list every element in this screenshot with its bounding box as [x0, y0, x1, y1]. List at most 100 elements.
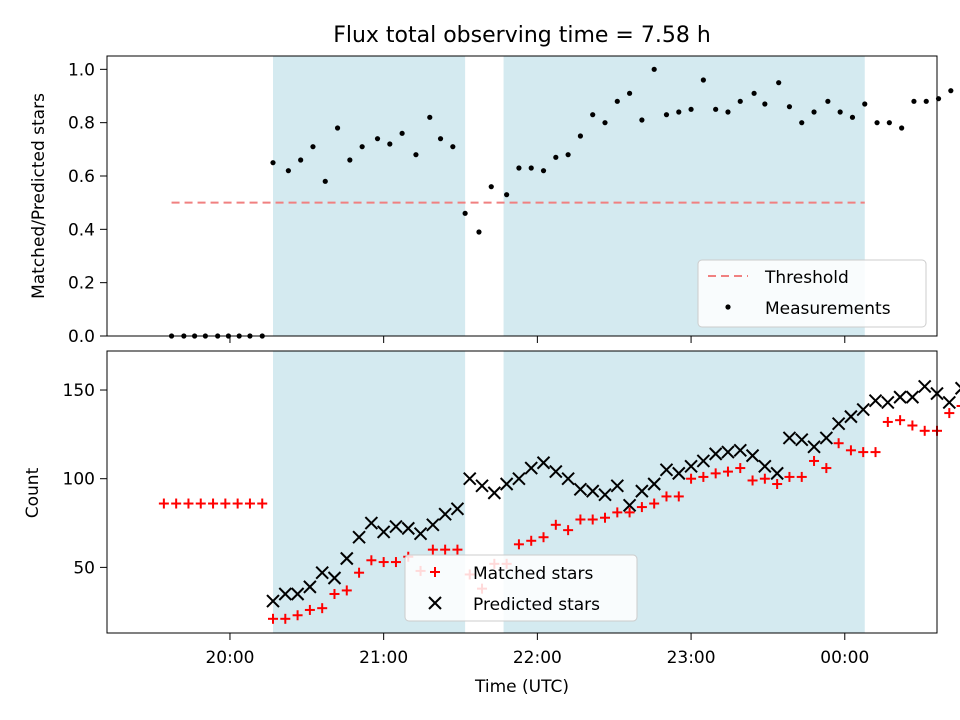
matched-star-point — [649, 498, 660, 509]
measurement-point — [700, 77, 706, 83]
measurement-point — [399, 130, 405, 136]
matched-star-point — [686, 473, 697, 484]
matched-star-point — [698, 471, 709, 482]
legend-measurements-label: Measurements — [765, 299, 891, 319]
top-legend: Threshold Measurements — [697, 259, 927, 328]
measurement-point — [347, 157, 353, 163]
matched-star-point — [600, 512, 610, 523]
predicted-star-point — [954, 381, 960, 395]
matched-star-point — [624, 507, 635, 518]
measurement-point — [602, 120, 608, 126]
predicted-star-point — [807, 440, 821, 454]
predicted-star-point — [598, 487, 612, 502]
matched-star-point — [956, 404, 960, 407]
legend-predicted-label: Predicted stars — [473, 595, 600, 615]
measurement-point — [462, 210, 468, 216]
measurement-point — [799, 120, 805, 126]
predicted-star-point — [561, 471, 575, 486]
matched-star-point — [784, 471, 795, 482]
measurement-point — [948, 88, 954, 94]
measurement-point — [639, 117, 645, 123]
predicted-star-point — [942, 395, 957, 410]
measurement-point — [516, 165, 522, 171]
predicted-star-point — [278, 587, 293, 601]
legend-threshold-label: Threshold — [764, 268, 849, 288]
measurement-point — [762, 101, 768, 107]
legend-matched-swatch — [430, 567, 440, 577]
bottom-y-axis: 50 100 150 — [63, 381, 107, 578]
predicted-star-point — [635, 484, 649, 498]
predicted-star-point — [315, 565, 329, 580]
predicted-star-point — [770, 466, 784, 481]
top-y-tick-label: 0.0 — [68, 327, 95, 347]
measurement-point — [504, 192, 510, 198]
predicted-star-point — [573, 482, 588, 497]
top-y-tick-label: 0.8 — [68, 114, 95, 134]
matched-star-point — [882, 416, 893, 427]
matched-star-point — [661, 491, 672, 502]
matched-star-point — [722, 466, 733, 477]
measurement-point — [359, 144, 365, 150]
predicted-star-point — [487, 486, 502, 500]
matched-star-point — [845, 445, 856, 456]
bottom-legend-box — [404, 554, 638, 622]
predicted-star-point — [536, 456, 551, 470]
predicted-star-point — [795, 432, 809, 447]
matched-star-point — [513, 539, 524, 550]
predicted-star-point — [622, 498, 637, 513]
matched-star-point — [257, 498, 268, 509]
matched-star-point — [575, 514, 586, 525]
measurement-point — [911, 98, 917, 104]
figure-title: Flux total observing time = 7.58 h — [333, 23, 711, 48]
matched-star-point — [158, 498, 169, 509]
matched-star-point — [587, 514, 598, 525]
matched-star-point — [907, 420, 918, 431]
bottom-x-tick-label: 20:00 — [205, 648, 254, 668]
matched-star-point — [772, 479, 783, 490]
predicted-star-point — [696, 454, 711, 468]
measurement-point — [862, 101, 868, 107]
predicted-star-point — [647, 477, 661, 491]
measurement-point — [413, 152, 419, 158]
legend-matched-label: Matched stars — [473, 564, 593, 584]
predicted-star-point — [758, 459, 772, 473]
measurement-point — [663, 112, 670, 118]
predicted-star-point — [684, 459, 698, 473]
measurement-point — [488, 184, 494, 190]
predicted-star-point — [389, 519, 403, 534]
predicted-star-point — [438, 507, 452, 521]
predicted-star-point — [905, 390, 920, 404]
matched-star-point — [833, 438, 844, 449]
predicted-star-point — [549, 464, 563, 479]
predicted-star-point — [672, 466, 686, 481]
predicted-star-point — [745, 448, 760, 463]
predicted-star-point — [893, 390, 907, 404]
measurement-point — [874, 120, 880, 126]
matched-star-point — [354, 567, 365, 578]
matched-star-point — [526, 535, 537, 546]
matched-star-point — [341, 585, 352, 596]
predicted-star-point — [819, 431, 834, 445]
predicted-star-point — [585, 484, 600, 498]
matched-star-point — [538, 532, 549, 543]
top-y-tick-label: 0.6 — [68, 167, 95, 187]
matched-star-point — [821, 463, 832, 474]
bottom-x-tick-label: 21:00 — [359, 648, 408, 668]
predicted-star-point — [303, 580, 317, 594]
measurement-point — [886, 120, 892, 126]
predicted-star-point — [831, 417, 846, 431]
top-axes-frame — [106, 55, 938, 337]
measurement-point — [476, 229, 482, 235]
matched-star-point — [673, 491, 684, 502]
predicted-star-point — [868, 393, 883, 408]
measurement-point — [849, 114, 856, 120]
matched-star-point — [563, 525, 574, 536]
matched-star-point — [870, 447, 881, 458]
predicted-star-point — [721, 445, 735, 459]
matched-star-point — [268, 613, 278, 624]
matched-star-point — [895, 415, 906, 426]
predicted-star-point — [364, 516, 379, 530]
bottom-legend: Matched stars Predicted stars — [404, 554, 638, 622]
